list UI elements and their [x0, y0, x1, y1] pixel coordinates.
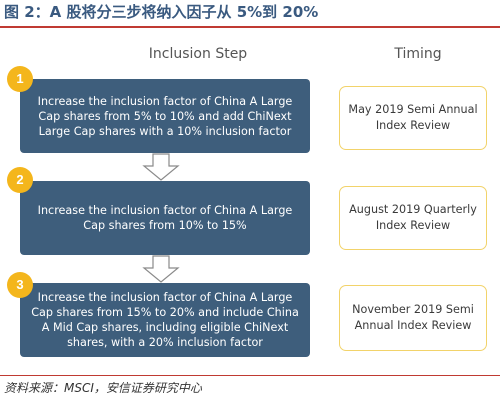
step-3-line-2: Cap shares from 15% to 20% and include C…: [31, 306, 299, 319]
timing-header: Timing: [394, 46, 442, 62]
step-2-timing-line-1: August 2019 Quarterly: [349, 203, 477, 216]
step-1-line-3: Large Cap shares with a 10% inclusion fa…: [38, 124, 292, 138]
step-3-line-3: A Mid Cap shares, including eligible Chi…: [41, 321, 289, 334]
step-1-timing-box: May 2019 Semi Annual Index Review: [339, 86, 487, 150]
step-2-timing-box: August 2019 Quarterly Index Review: [339, 186, 487, 250]
source-note: 资料来源：MSCI，安信证券研究中心: [4, 381, 202, 395]
step-1-box: Increase the inclusion factor of China A…: [20, 79, 310, 153]
source-divider: [0, 375, 500, 376]
step-1-line-2: Cap shares from 5% to 10% and add ChiNex…: [38, 109, 292, 123]
step-2-timing-line-2: Index Review: [375, 219, 451, 232]
step-2-line-2: Cap shares from 10% to 15%: [83, 219, 247, 232]
title-divider: [0, 26, 500, 28]
step-3-timing-line-1: November 2019 Semi: [352, 303, 474, 316]
step-3-line-4: shares, with a 20% inclusion factor: [67, 336, 263, 349]
figure-title: 图 2：A 股将分三步将纳入因子从 5%到 20%: [4, 3, 319, 21]
step-3-badge: 3: [7, 272, 33, 298]
inclusion-step-header: Inclusion Step: [148, 46, 248, 62]
down-arrow-1-icon: [142, 153, 180, 181]
step-1-timing-line-1: May 2019 Semi Annual: [348, 103, 478, 116]
step-1-timing-line-2: Index Review: [375, 119, 451, 132]
step-2-box: Increase the inclusion factor of China A…: [20, 181, 310, 255]
step-2-badge: 2: [7, 167, 33, 193]
step-1-line-1: Increase the inclusion factor of China A…: [37, 94, 293, 108]
step-3-box: Increase the inclusion factor of China A…: [20, 283, 310, 357]
step-3-line-1: Increase the inclusion factor of China A…: [37, 291, 293, 304]
step-2-line-1: Increase the inclusion factor of China A…: [37, 204, 293, 217]
down-arrow-2-icon: [142, 255, 180, 283]
step-1-badge: 1: [7, 66, 33, 92]
step-3-timing-box: November 2019 Semi Annual Index Review: [339, 285, 487, 351]
step-3-timing-line-2: Annual Index Review: [354, 319, 472, 332]
